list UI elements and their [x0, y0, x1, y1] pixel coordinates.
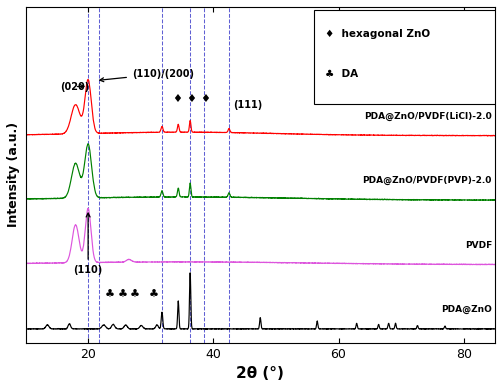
- Text: ♣: ♣: [117, 290, 127, 300]
- Text: PDA@ZnO: PDA@ZnO: [440, 305, 491, 314]
- Text: ♦: ♦: [186, 94, 196, 104]
- Text: ♦: ♦: [200, 94, 210, 104]
- Y-axis label: Intensity (a.u.): Intensity (a.u.): [7, 122, 20, 227]
- Text: (110): (110): [73, 213, 103, 275]
- Text: ♣: ♣: [149, 290, 158, 300]
- Text: ♣  DA: ♣ DA: [325, 69, 358, 79]
- Text: PVDF: PVDF: [464, 241, 491, 249]
- Text: ♦  hexagonal ZnO: ♦ hexagonal ZnO: [325, 29, 429, 39]
- Text: (111): (111): [233, 100, 262, 110]
- Text: PDA@ZnO/PVDF(LiCl)-2.0: PDA@ZnO/PVDF(LiCl)-2.0: [363, 111, 491, 121]
- Text: PDA@ZnO/PVDF(PVP)-2.0: PDA@ZnO/PVDF(PVP)-2.0: [362, 176, 491, 185]
- Text: ♣: ♣: [130, 290, 140, 300]
- Text: (110)/(200): (110)/(200): [100, 69, 193, 82]
- Text: (020): (020): [60, 81, 89, 92]
- Text: ♣: ♣: [105, 290, 115, 300]
- FancyBboxPatch shape: [314, 10, 494, 104]
- X-axis label: 2θ (°): 2θ (°): [236, 366, 284, 381]
- Text: ♦: ♦: [172, 94, 182, 104]
